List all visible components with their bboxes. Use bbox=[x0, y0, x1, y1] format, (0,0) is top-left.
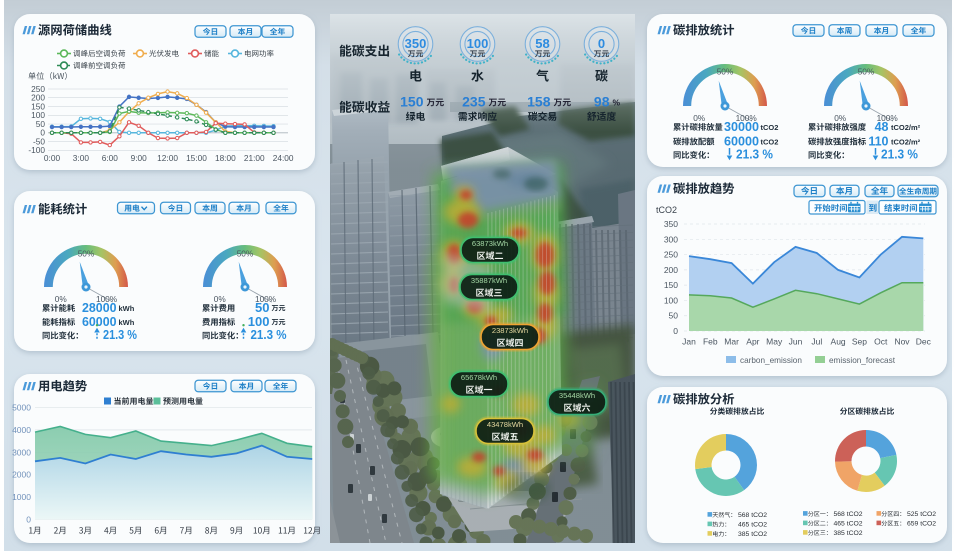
svg-text:21.3 %: 21.3 % bbox=[736, 147, 773, 162]
svg-text:100%: 100% bbox=[736, 113, 758, 123]
svg-text:Mar: Mar bbox=[724, 337, 739, 347]
svg-text:100%: 100% bbox=[877, 113, 899, 123]
svg-text:385 tCO2: 385 tCO2 bbox=[834, 530, 863, 537]
svg-text:tCO2: tCO2 bbox=[761, 138, 779, 147]
svg-text:100: 100 bbox=[664, 295, 678, 305]
svg-text:12:00: 12:00 bbox=[157, 153, 178, 163]
svg-text:Dec: Dec bbox=[916, 337, 932, 347]
svg-text:659 tCO2: 659 tCO2 bbox=[907, 521, 936, 528]
svg-text:0: 0 bbox=[26, 515, 31, 525]
svg-text:24:00: 24:00 bbox=[273, 153, 294, 163]
svg-text:350: 350 bbox=[405, 36, 427, 51]
svg-text:568 tCO2: 568 tCO2 bbox=[834, 511, 863, 518]
svg-text:0: 0 bbox=[598, 36, 605, 51]
svg-text:58: 58 bbox=[535, 36, 549, 51]
svg-text:emission_forecast: emission_forecast bbox=[829, 356, 896, 365]
svg-text:Oct: Oct bbox=[874, 337, 888, 347]
svg-text:350: 350 bbox=[664, 219, 678, 229]
svg-text:100: 100 bbox=[467, 36, 489, 51]
svg-text:Nov: Nov bbox=[894, 337, 910, 347]
svg-text:-50: -50 bbox=[33, 136, 45, 146]
svg-text:21.3 %: 21.3 % bbox=[881, 147, 918, 162]
svg-text:50%: 50% bbox=[717, 67, 734, 77]
svg-text:21:00: 21:00 bbox=[244, 153, 265, 163]
svg-text:60000: 60000 bbox=[724, 135, 759, 149]
svg-text:150: 150 bbox=[31, 101, 45, 111]
svg-text:110: 110 bbox=[868, 135, 888, 149]
svg-text:150: 150 bbox=[400, 94, 424, 110]
svg-text:tCO2: tCO2 bbox=[656, 205, 677, 215]
svg-text:35448kWh: 35448kWh bbox=[559, 391, 595, 400]
svg-text:50: 50 bbox=[255, 300, 269, 315]
svg-text:tCO2: tCO2 bbox=[761, 123, 779, 132]
svg-text:48: 48 bbox=[875, 120, 889, 134]
svg-text:35887kWh: 35887kWh bbox=[471, 276, 507, 285]
svg-text:Jan: Jan bbox=[682, 337, 696, 347]
svg-text:Feb: Feb bbox=[703, 337, 718, 347]
svg-text:0%: 0% bbox=[214, 294, 227, 304]
svg-text:18:00: 18:00 bbox=[215, 153, 236, 163]
svg-text:100%: 100% bbox=[96, 294, 118, 304]
svg-text:Jul: Jul bbox=[811, 337, 822, 347]
svg-text:50%: 50% bbox=[237, 248, 254, 258]
svg-text:200: 200 bbox=[31, 93, 45, 103]
svg-text:21.3 %: 21.3 % bbox=[103, 327, 137, 342]
svg-text:525 tCO2: 525 tCO2 bbox=[907, 511, 936, 518]
svg-text:50%: 50% bbox=[858, 67, 875, 77]
svg-text:158: 158 bbox=[527, 94, 551, 110]
svg-text:50%: 50% bbox=[78, 248, 95, 258]
svg-text:28000: 28000 bbox=[82, 301, 117, 315]
svg-text:568 tCO2: 568 tCO2 bbox=[738, 512, 767, 519]
svg-text:0: 0 bbox=[673, 326, 678, 336]
svg-text:0%: 0% bbox=[834, 113, 847, 123]
svg-text:60000: 60000 bbox=[82, 315, 117, 329]
svg-text:43478kWh: 43478kWh bbox=[487, 420, 523, 429]
svg-text:50: 50 bbox=[669, 311, 679, 321]
svg-text:100: 100 bbox=[31, 110, 45, 120]
svg-text:3000: 3000 bbox=[12, 447, 31, 457]
svg-text:5000: 5000 bbox=[12, 403, 31, 413]
svg-text:0: 0 bbox=[40, 128, 45, 138]
svg-text:Jun: Jun bbox=[789, 337, 803, 347]
svg-text:465 tCO2: 465 tCO2 bbox=[738, 522, 767, 529]
svg-text:0:00: 0:00 bbox=[44, 153, 61, 163]
svg-text:Aug: Aug bbox=[831, 337, 846, 347]
svg-text:4000: 4000 bbox=[12, 425, 31, 435]
svg-text:150: 150 bbox=[664, 280, 678, 290]
svg-text:0%: 0% bbox=[693, 113, 706, 123]
svg-text:250: 250 bbox=[31, 84, 45, 94]
svg-text:30000: 30000 bbox=[724, 120, 759, 134]
svg-text:250: 250 bbox=[664, 250, 678, 260]
svg-text:2000: 2000 bbox=[12, 470, 31, 480]
svg-text:6:00: 6:00 bbox=[102, 153, 119, 163]
svg-text:100: 100 bbox=[248, 314, 270, 329]
svg-text:-100: -100 bbox=[28, 145, 45, 155]
svg-text:9:00: 9:00 bbox=[131, 153, 148, 163]
svg-text:235: 235 bbox=[462, 94, 486, 110]
svg-text:300: 300 bbox=[664, 234, 678, 244]
svg-text:50: 50 bbox=[36, 119, 46, 129]
svg-text:carbon_emission: carbon_emission bbox=[740, 356, 802, 365]
svg-text:98: 98 bbox=[594, 94, 610, 110]
svg-text:1000: 1000 bbox=[12, 492, 31, 502]
svg-text:May: May bbox=[766, 337, 783, 347]
svg-text:23873kWh: 23873kWh bbox=[492, 326, 528, 335]
svg-text:0%: 0% bbox=[55, 294, 68, 304]
svg-text:63873kWh: 63873kWh bbox=[472, 239, 508, 248]
svg-text:kWh: kWh bbox=[119, 304, 135, 313]
svg-text:15:00: 15:00 bbox=[186, 153, 207, 163]
svg-text:65678kWh: 65678kWh bbox=[461, 373, 497, 382]
svg-text:21.3 %: 21.3 % bbox=[251, 327, 287, 342]
svg-text:3:00: 3:00 bbox=[73, 153, 90, 163]
svg-text:100%: 100% bbox=[255, 294, 277, 304]
svg-text:Sep: Sep bbox=[852, 337, 867, 347]
svg-text:Apr: Apr bbox=[746, 337, 759, 347]
svg-text:kWh: kWh bbox=[119, 318, 135, 327]
svg-text:tCO2/m²: tCO2/m² bbox=[891, 123, 921, 132]
svg-text:465 tCO2: 465 tCO2 bbox=[834, 521, 863, 528]
svg-text:385 tCO2: 385 tCO2 bbox=[738, 531, 767, 538]
svg-text:200: 200 bbox=[664, 265, 678, 275]
svg-text:%: % bbox=[613, 98, 621, 108]
svg-text:tCO2/m²: tCO2/m² bbox=[891, 138, 921, 147]
